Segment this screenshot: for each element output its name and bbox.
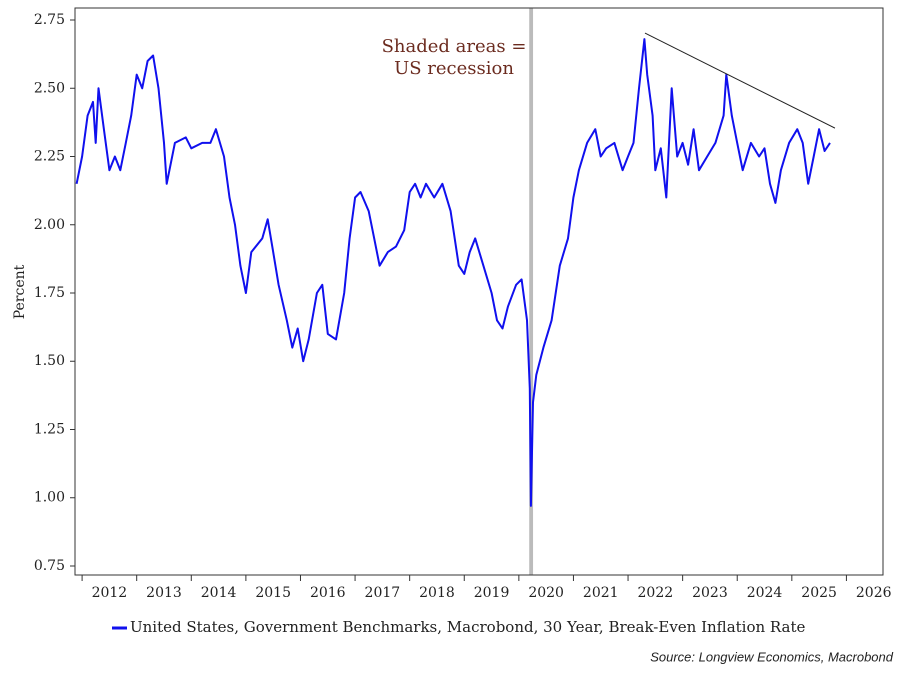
x-tick-label: 2022 bbox=[638, 585, 674, 601]
x-tick-label: 2017 bbox=[365, 585, 401, 601]
y-tick-label: 2.75 bbox=[34, 12, 65, 28]
x-tick-label: 2016 bbox=[310, 585, 346, 601]
annotation: Shaded areas = bbox=[382, 36, 527, 57]
x-tick-label: 2014 bbox=[201, 585, 237, 601]
x-tick-label: 2026 bbox=[856, 585, 892, 601]
y-tick-label: 1.50 bbox=[34, 353, 65, 369]
y-tick-label: 2.25 bbox=[34, 149, 65, 165]
x-tick-label: 2015 bbox=[255, 585, 291, 601]
data-line bbox=[75, 38, 831, 507]
legend-label: United States, Government Benchmarks, Ma… bbox=[130, 618, 806, 636]
recession-band bbox=[529, 8, 534, 575]
trendline bbox=[644, 32, 836, 129]
x-tick-label: 2012 bbox=[92, 585, 128, 601]
plot-frame bbox=[74, 7, 884, 576]
x-tick-label: 2018 bbox=[419, 585, 455, 601]
x-tick-label: 2020 bbox=[528, 585, 564, 601]
y-tick-label: 1.25 bbox=[34, 421, 65, 437]
y-tick-label: 0.75 bbox=[34, 558, 65, 574]
x-tick-label: 2025 bbox=[801, 585, 837, 601]
source: Source: Longview Economics, Macrobond bbox=[650, 649, 894, 664]
x-tick-label: 2023 bbox=[692, 585, 728, 601]
annotation: US recession bbox=[394, 58, 514, 79]
y-axis-label: Percent bbox=[12, 264, 28, 319]
y-tick-label: 2.50 bbox=[34, 80, 65, 96]
x-tick-label: 2021 bbox=[583, 585, 619, 601]
y-tick-label: 1.75 bbox=[34, 285, 65, 301]
y-tick-label: 1.00 bbox=[34, 490, 65, 506]
x-tick-label: 2013 bbox=[146, 585, 182, 601]
x-tick-label: 2024 bbox=[747, 585, 783, 601]
y-tick-label: 2.00 bbox=[34, 217, 65, 233]
x-tick-label: 2019 bbox=[474, 585, 510, 601]
